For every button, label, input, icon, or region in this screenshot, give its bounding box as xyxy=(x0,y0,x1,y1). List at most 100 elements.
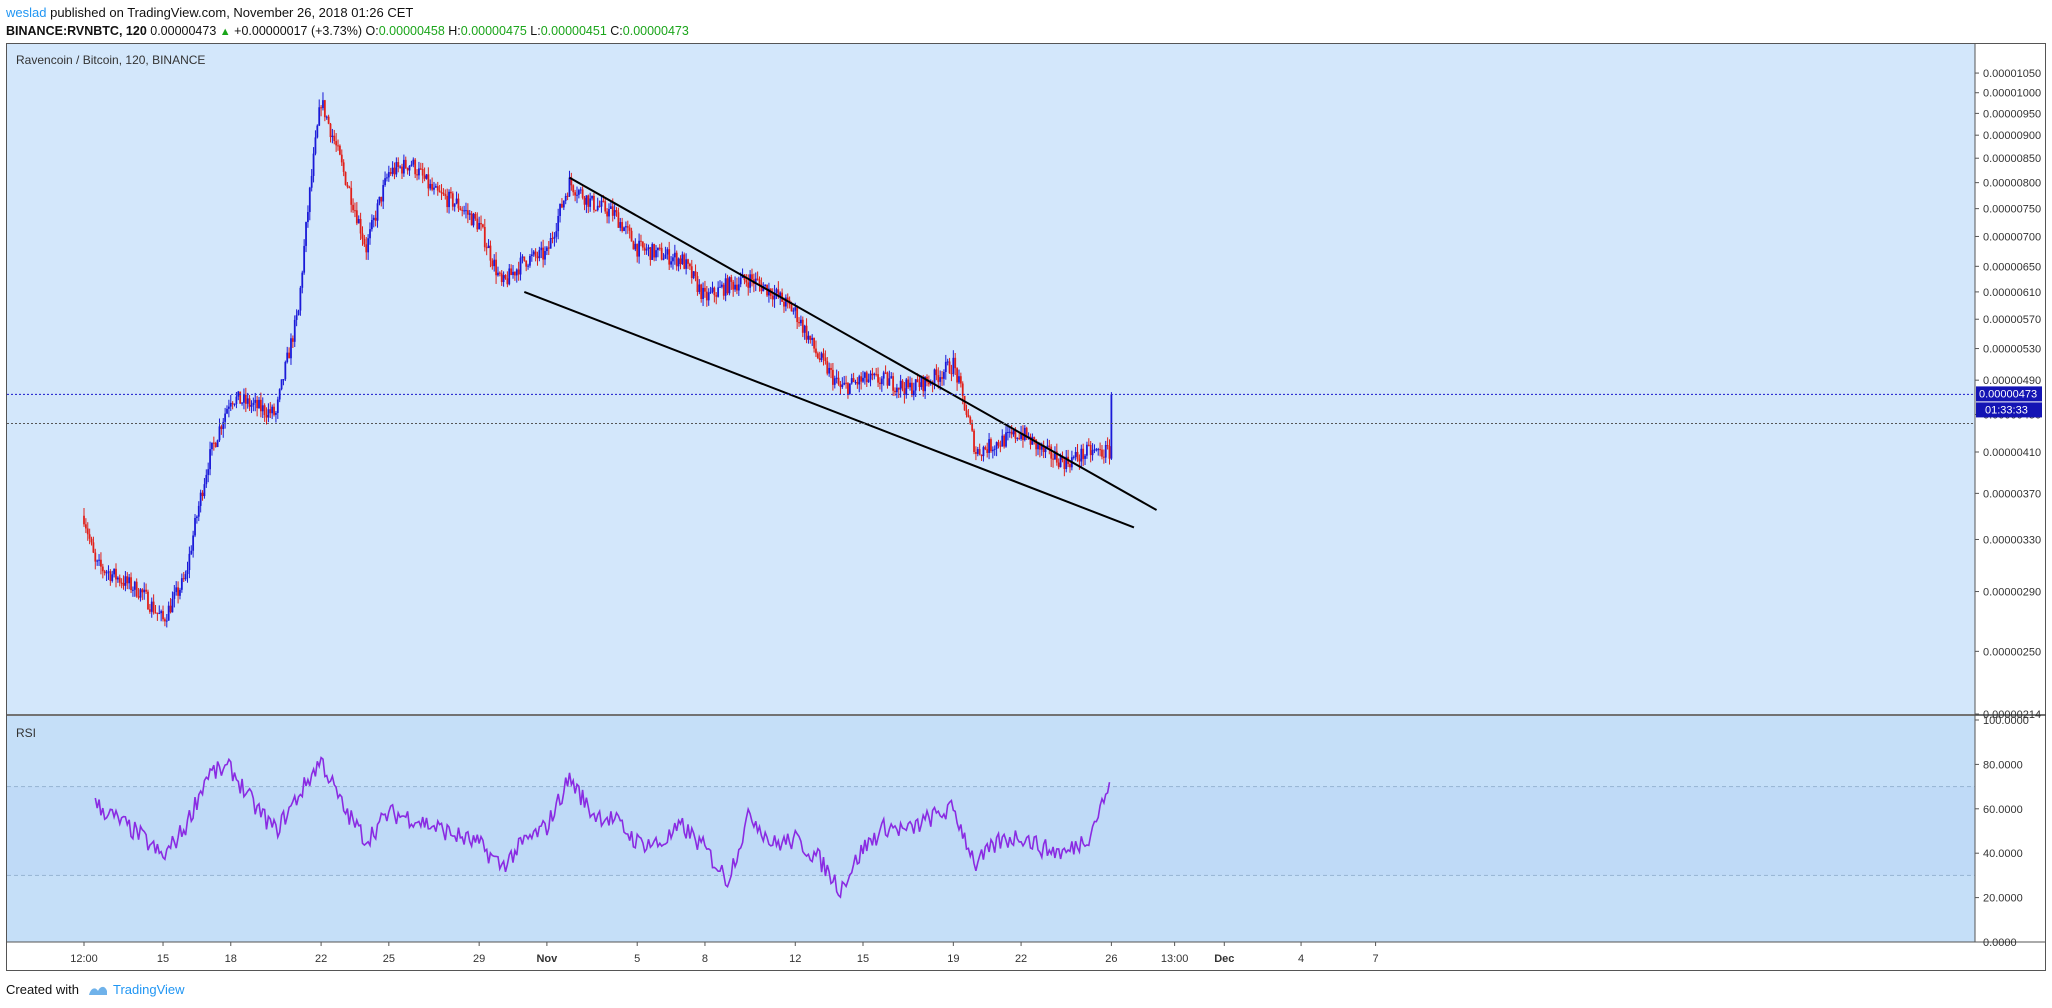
candle-body xyxy=(724,278,727,296)
candle-body xyxy=(237,391,240,397)
price-tick-label: 0.00000950 xyxy=(1983,108,2041,120)
candle-body xyxy=(882,372,885,379)
rsi-line[interactable] xyxy=(94,756,1111,899)
candle-body xyxy=(672,257,674,262)
candle-body xyxy=(463,210,465,212)
rsi-tick-label: 100.0000 xyxy=(1983,715,2029,727)
upper-trendline[interactable] xyxy=(568,176,1158,511)
candle-body xyxy=(241,402,243,404)
candle-body xyxy=(1006,431,1009,433)
candle-body xyxy=(786,297,789,301)
candle-body xyxy=(250,404,253,407)
candle-body xyxy=(275,412,277,415)
candle-body xyxy=(990,439,992,452)
candle-body xyxy=(243,394,245,403)
candle-body xyxy=(662,258,665,260)
candle-body xyxy=(1025,427,1028,438)
candle-body xyxy=(514,271,516,276)
time-tick-label: 12:00 xyxy=(70,953,98,965)
candle-body xyxy=(950,373,953,375)
candle-body xyxy=(982,447,985,457)
candle-body xyxy=(391,167,394,174)
candle-body xyxy=(521,256,524,258)
time-tick-label: 29 xyxy=(473,953,485,965)
symbol-label: BINANCE:RVNBTC, 120 xyxy=(6,24,147,38)
candle-body xyxy=(133,581,136,590)
time-tick-label: 12 xyxy=(789,953,801,965)
candle-body xyxy=(948,361,951,374)
candle-body xyxy=(570,177,573,186)
candle-body xyxy=(574,192,577,196)
candle-body xyxy=(173,592,176,599)
candle-body xyxy=(805,325,808,340)
candle-body xyxy=(909,382,911,388)
candle-body xyxy=(323,100,326,118)
candle-body xyxy=(451,193,454,207)
candle-body xyxy=(169,605,172,613)
candle-body xyxy=(190,550,193,554)
candle-body xyxy=(984,447,987,450)
candle-body xyxy=(418,168,420,176)
candle-body xyxy=(1048,445,1051,447)
candle-body xyxy=(457,198,460,209)
lower-trendline[interactable] xyxy=(523,290,1135,529)
candle-body xyxy=(668,249,671,265)
candle-body xyxy=(670,261,672,265)
candle-body xyxy=(148,609,151,612)
candle-body xyxy=(152,601,155,613)
candle-body xyxy=(137,596,140,598)
candle-body xyxy=(952,357,955,374)
candle-body xyxy=(263,405,266,416)
candle-body xyxy=(179,589,181,596)
candle-body xyxy=(229,402,232,407)
high-value: 0.00000475 xyxy=(460,24,527,38)
candle-body xyxy=(1035,439,1038,450)
candle-body xyxy=(512,271,514,276)
candle-body xyxy=(1059,455,1062,468)
rsi-tick-label: 20.0000 xyxy=(1983,893,2023,905)
price-tick-label: 0.00000410 xyxy=(1983,447,2041,459)
candle-body xyxy=(83,515,85,525)
price-tick-label: 0.00000850 xyxy=(1983,153,2041,165)
price-pane[interactable] xyxy=(7,92,1975,628)
tradingview-brand[interactable]: TradingView xyxy=(87,982,185,997)
candle-body xyxy=(231,402,234,405)
candle-body xyxy=(201,492,204,497)
candle-body xyxy=(1095,449,1098,451)
candle-body xyxy=(1097,449,1100,451)
chart-svg[interactable]: 12:00 15 18 22 25 29 Nov 5 8 12 15 19 22 26 13:00 Dec 4 7… xyxy=(0,0,2052,980)
candle-body xyxy=(175,587,178,593)
candle-body xyxy=(295,315,298,320)
candle-body xyxy=(510,268,513,276)
candle-body xyxy=(745,280,748,283)
rsi-pane[interactable] xyxy=(7,756,1975,899)
candle-body xyxy=(830,367,832,370)
candle-body xyxy=(562,200,565,208)
candle-body xyxy=(529,256,531,266)
candle-body xyxy=(991,449,994,452)
price-tick-label: 0.00000370 xyxy=(1983,488,2041,500)
candle-body xyxy=(370,220,373,230)
candle-body xyxy=(809,335,812,340)
candle-body xyxy=(911,382,913,396)
candle-body xyxy=(920,376,923,388)
open-value: 0.00000458 xyxy=(378,24,445,38)
candle-body xyxy=(632,241,635,250)
candle-body xyxy=(414,159,417,175)
chart-frame xyxy=(6,43,2046,971)
candle-body xyxy=(561,203,563,208)
candle-body xyxy=(165,620,168,622)
candle-body xyxy=(709,291,712,293)
candle-body xyxy=(875,373,878,375)
candle-body xyxy=(335,141,338,146)
candle-body xyxy=(943,372,945,379)
author-link[interactable]: weslad xyxy=(6,5,47,20)
candle-body xyxy=(890,376,893,379)
price-tick-label: 0.00000330 xyxy=(1983,534,2041,546)
candle-body xyxy=(717,287,720,297)
candle-body xyxy=(299,287,302,311)
candle-body xyxy=(641,241,644,248)
candle-body xyxy=(888,378,891,386)
candle-body xyxy=(901,380,904,389)
candle-body xyxy=(1038,443,1041,450)
